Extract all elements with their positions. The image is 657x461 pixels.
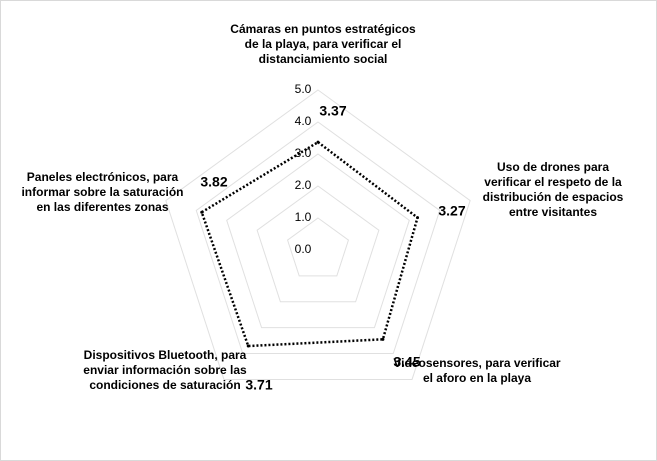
data-point — [416, 216, 420, 220]
category-label: Videosensores, para verificar el aforo e… — [393, 356, 561, 385]
r-tick-label: 2.0 — [295, 178, 312, 192]
data-point — [381, 337, 385, 341]
grid-ring — [195, 121, 441, 355]
data-label: 3.45 — [393, 354, 420, 370]
r-tick-label: 4.0 — [295, 114, 312, 128]
grid-ring — [165, 89, 471, 380]
grid-ring — [226, 153, 410, 329]
r-tick-label: 1.0 — [295, 210, 312, 224]
data-label: 3.71 — [245, 377, 272, 393]
category-label: Dispositivos Bluetooth, para enviar info… — [83, 348, 247, 392]
data-line — [200, 140, 419, 348]
data-label: 3.82 — [200, 174, 227, 190]
category-label: Cámaras en puntos estratégicos de la pla… — [230, 22, 416, 66]
data-label: 3.37 — [319, 103, 346, 119]
r-tick-label: 5.0 — [295, 82, 312, 96]
category-label: Uso de drones para verificar el respeto … — [482, 160, 624, 219]
grid-ring — [256, 185, 380, 303]
data-point — [316, 140, 320, 144]
r-tick-label: 0.0 — [295, 242, 312, 256]
grid-ring — [286, 217, 350, 277]
data-point — [246, 344, 250, 348]
r-tick-label: 3.0 — [295, 146, 312, 160]
data-label: 3.27 — [438, 203, 465, 219]
data-point — [200, 210, 204, 214]
category-label: Paneles electrónicos, para informar sobr… — [21, 170, 184, 214]
